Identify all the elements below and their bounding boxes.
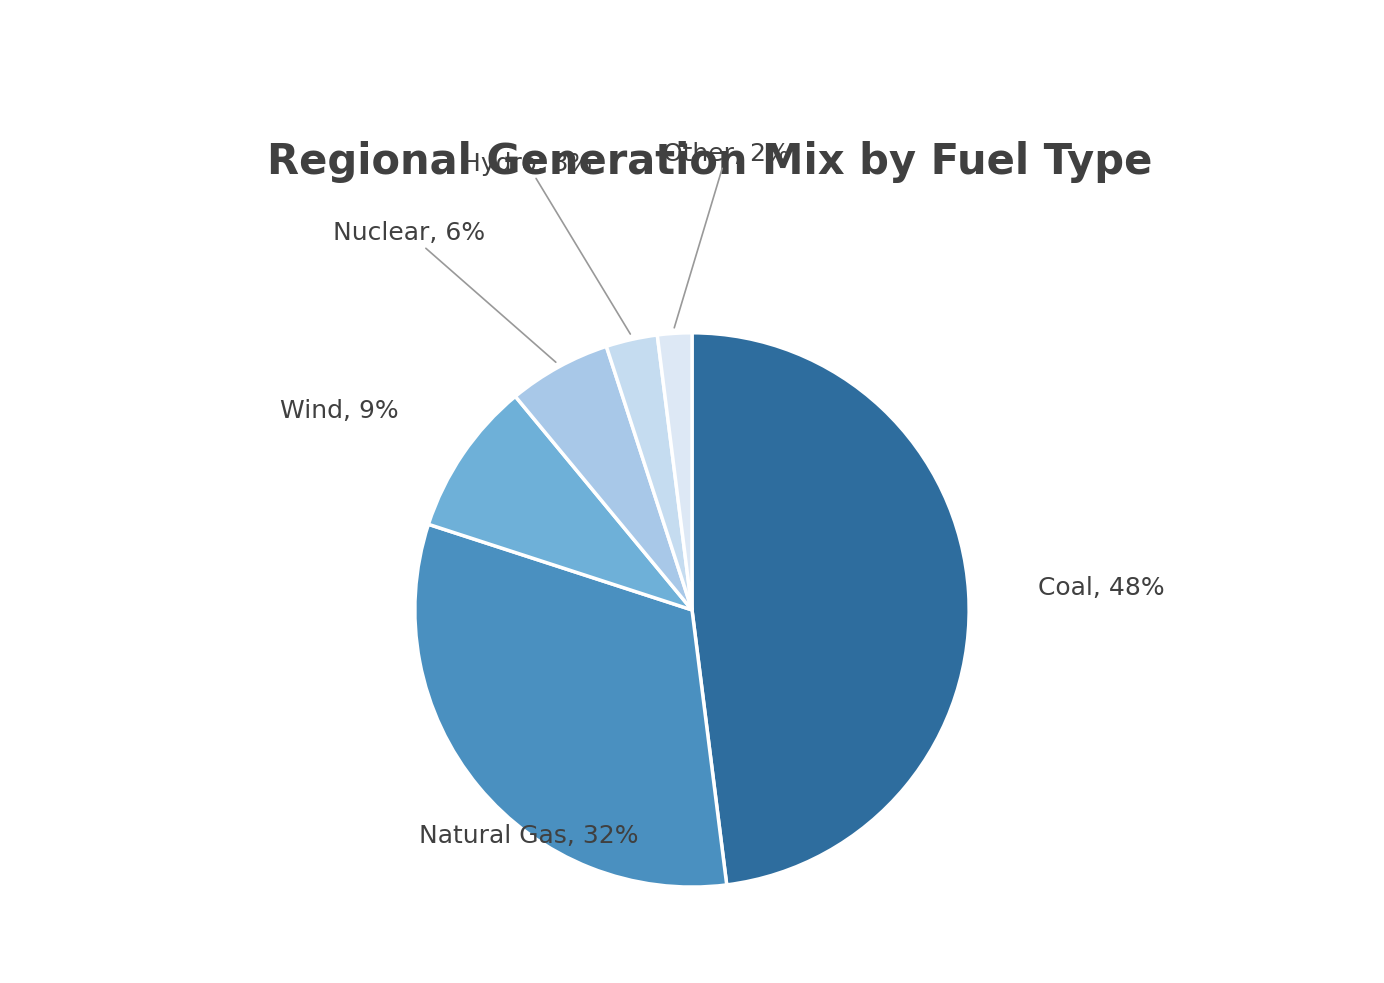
Wedge shape [429,396,692,609]
Wedge shape [657,333,692,609]
Text: Coal, 48%: Coal, 48% [1038,576,1164,601]
Text: Other, 2%: Other, 2% [663,142,790,327]
Wedge shape [692,333,969,885]
Text: Wind, 9%: Wind, 9% [280,398,399,423]
Text: Natural Gas, 32%: Natural Gas, 32% [419,824,638,848]
Text: Hydro, 3%: Hydro, 3% [462,151,630,334]
Wedge shape [415,524,727,887]
Text: Nuclear, 6%: Nuclear, 6% [334,221,556,362]
Text: Regional Generation Mix by Fuel Type: Regional Generation Mix by Fuel Type [267,141,1151,183]
Wedge shape [515,346,692,609]
Wedge shape [606,335,692,609]
